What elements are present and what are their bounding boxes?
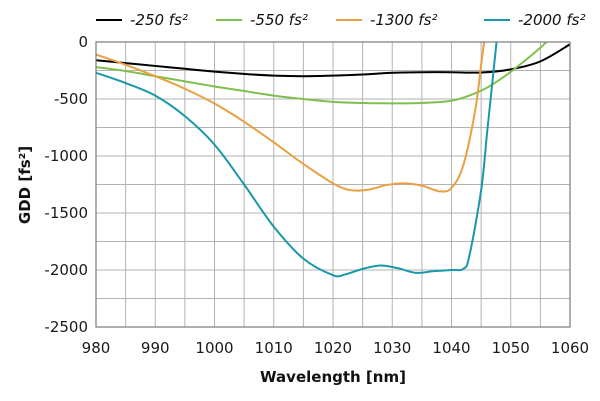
x-axis-title: Wavelength [nm]	[260, 368, 406, 386]
legend-label-1: -550 fs²	[250, 11, 308, 29]
y-tick-label: -2000	[44, 261, 88, 279]
y-tick-label: -2500	[44, 318, 88, 336]
series-line-3	[96, 42, 498, 278]
series-line-1	[96, 42, 548, 105]
x-tick-label: 1010	[255, 339, 293, 357]
x-tick-label: 980	[82, 339, 111, 357]
y-tick-label: -500	[54, 90, 88, 108]
legend-label-3: -2000 fs²	[518, 11, 585, 29]
x-tick-label: 1040	[432, 339, 470, 357]
y-tick-label: -1500	[44, 204, 88, 222]
x-tick-label: 1020	[314, 339, 352, 357]
x-axis-ticks: 980 990 1000 1010 1020 1030 1040 1050 1060	[82, 339, 589, 357]
x-tick-label: 1000	[195, 339, 233, 357]
x-tick-label: 990	[141, 339, 170, 357]
y-tick-label: 0	[78, 33, 88, 51]
legend-label-0: -250 fs²	[130, 11, 188, 29]
y-axis-ticks: 0 -500 -1000 -1500 -2000 -2500	[44, 33, 88, 336]
legend-label-2: -1300 fs²	[370, 11, 437, 29]
series-line-0	[96, 43, 570, 78]
plot-frame	[95, 41, 571, 328]
legend: -250 fs² -550 fs² -1300 fs² -2000 fs²	[96, 11, 585, 29]
x-tick-label: 1050	[492, 339, 530, 357]
plot-area	[96, 42, 570, 278]
x-tick-label: 1030	[373, 339, 411, 357]
series-line-2	[96, 42, 486, 193]
y-axis-title: GDD [fs²]	[16, 146, 34, 224]
x-tick-label: 1060	[551, 339, 589, 357]
y-tick-label: -1000	[44, 147, 88, 165]
